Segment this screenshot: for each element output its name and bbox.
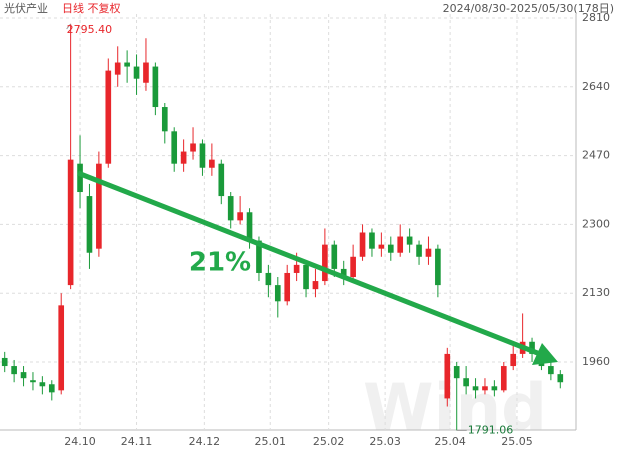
- y-tick-label: 2130: [582, 286, 610, 299]
- candle-body: [77, 163, 83, 193]
- candle-body: [284, 272, 291, 302]
- candle-body: [124, 62, 130, 67]
- date-range: 2024/08/30-2025/05/30(178日): [443, 2, 614, 15]
- candle-body: [237, 212, 243, 221]
- candle-body: [331, 244, 338, 269]
- candle-body: [86, 196, 93, 253]
- peak-label: 2795.40: [67, 23, 113, 36]
- candle-body: [114, 62, 121, 75]
- candle-body: [425, 248, 432, 257]
- candle-body: [369, 232, 375, 249]
- candle-body: [58, 305, 65, 391]
- x-tick-label: 25.01: [255, 435, 287, 448]
- x-tick-label: 25.05: [501, 435, 533, 448]
- candle-body: [397, 236, 404, 253]
- y-tick-label: 2810: [582, 11, 610, 24]
- x-tick-label: 25.02: [313, 435, 345, 448]
- y-tick-label: 2300: [582, 217, 610, 230]
- candle-body: [491, 386, 498, 391]
- candle-body: [161, 107, 168, 132]
- candle-body: [378, 244, 385, 249]
- candles: [1, 23, 564, 431]
- candle-body: [1, 357, 8, 367]
- candle-body: [510, 353, 517, 367]
- candle-body: [11, 366, 17, 375]
- grid: [0, 14, 576, 430]
- trough-label: 1791.06: [468, 423, 514, 436]
- x-tick-label: 24.10: [64, 435, 96, 448]
- watermark: Wind: [363, 372, 547, 446]
- candle-body: [472, 386, 479, 391]
- candle-body: [387, 244, 394, 253]
- candle-body: [39, 382, 46, 387]
- candle-body: [416, 244, 422, 257]
- candle-body: [265, 272, 272, 286]
- trend-arrow-head: [532, 343, 558, 365]
- candle-body: [246, 212, 253, 241]
- candle-body: [180, 151, 187, 164]
- x-tick-label: 25.03: [369, 435, 401, 448]
- candle-body: [406, 236, 413, 245]
- x-tick-label: 24.12: [189, 435, 221, 448]
- candle-body: [444, 353, 451, 399]
- y-tick-label: 1960: [582, 355, 610, 368]
- candle-body: [171, 131, 178, 164]
- candle-body: [67, 159, 74, 286]
- candle-body: [359, 232, 366, 257]
- candle-body: [500, 366, 507, 391]
- candle-body: [312, 281, 319, 290]
- x-tick-label: 24.11: [121, 435, 153, 448]
- candle-body: [190, 143, 196, 152]
- candle-body: [322, 244, 328, 282]
- candle-body: [209, 159, 215, 168]
- change-label: 21%: [189, 248, 251, 278]
- x-tick-label: 25.04: [434, 435, 466, 448]
- candle-body: [143, 62, 149, 83]
- peak-leader: [66, 23, 72, 30]
- candle-body: [133, 66, 140, 79]
- candle-body: [340, 268, 347, 278]
- chart-title: 光伏产业: [4, 1, 48, 15]
- candle-body: [293, 264, 300, 273]
- candle-body: [482, 386, 488, 391]
- y-tick-label: 2640: [582, 80, 610, 93]
- candle-body: [152, 66, 159, 108]
- candle-body: [30, 380, 36, 383]
- candle-body: [303, 264, 309, 290]
- chart-subtitle: 日线 不复权: [62, 1, 121, 15]
- candle-body: [199, 143, 206, 168]
- candle-body: [435, 248, 441, 286]
- candle-body: [463, 378, 469, 387]
- candle-body: [548, 366, 554, 375]
- candle-body: [453, 366, 460, 379]
- candle-body: [529, 341, 535, 354]
- candle-body: [96, 163, 102, 249]
- candle-body: [20, 372, 27, 379]
- candle-body: [557, 374, 564, 383]
- y-tick-label: 2470: [582, 149, 610, 162]
- trend-arrow: [77, 170, 541, 357]
- candle-body: [105, 70, 112, 164]
- candle-body: [274, 285, 281, 302]
- candle-body: [256, 240, 262, 273]
- candle-body: [48, 384, 55, 393]
- candle-body: [350, 256, 356, 278]
- candle-body: [227, 196, 234, 221]
- candle-body: [218, 163, 225, 197]
